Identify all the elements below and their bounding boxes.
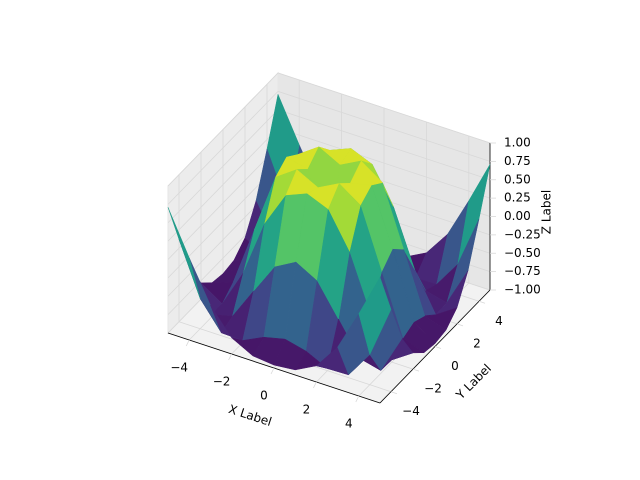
x-tick-label: −4 [170,361,188,375]
tick-mark [313,381,317,389]
tick-mark [390,391,398,395]
tick-mark [434,346,442,349]
z-tick-label: 0.25 [504,191,531,205]
x-tick-label: 4 [345,417,353,431]
tick-mark [456,323,464,327]
grid-line [167,127,279,242]
grid-line [277,72,491,144]
x-tick-label: 2 [303,403,311,417]
z-axis-label: Z Label [540,190,554,234]
z-tick-label: −0.50 [504,246,541,260]
grid-line [277,90,491,162]
x-tick-label: −2 [213,375,231,389]
z-tick-label: 0.50 [504,172,531,186]
z-tick-label: −0.75 [504,264,541,278]
z-tick-label: 0.00 [504,209,531,223]
surface-patch [358,276,392,356]
y-tick-label: 0 [451,359,459,373]
tick-mark [355,395,360,403]
tick-mark [478,300,486,304]
y-tick-label: 2 [473,336,481,350]
grid-line [277,109,491,181]
grid-line [277,127,491,199]
grid-line [167,72,279,187]
tick-mark [228,353,232,361]
y-tick-label: 4 [495,314,503,328]
z-tick-label: −0.25 [504,227,541,241]
z-tick-label: 1.00 [504,136,531,150]
surface-patch [167,207,201,299]
y-tick-label: −4 [402,404,420,418]
grid-line [167,91,279,205]
tick-mark [270,367,275,375]
z-tick-label: −1.00 [504,283,541,297]
grid-line [167,146,279,260]
grid-line [167,109,279,224]
y-tick-label: −2 [424,382,442,396]
tick-mark [185,339,190,347]
z-tick-label: 0.75 [504,154,531,168]
x-tick-label: 0 [260,389,268,403]
tick-mark [412,368,420,372]
surface-patch [316,208,350,320]
